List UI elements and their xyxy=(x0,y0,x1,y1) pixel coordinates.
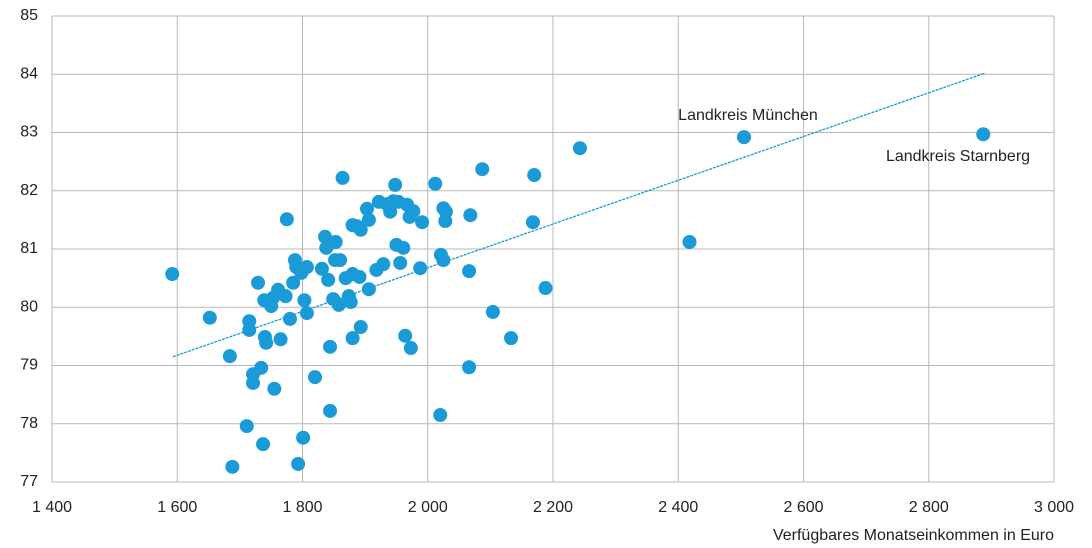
y-tick-label: 82 xyxy=(20,182,38,199)
point xyxy=(296,430,311,445)
point xyxy=(737,130,752,145)
point xyxy=(396,240,411,255)
x-tick-label: 2 000 xyxy=(408,499,448,516)
x-tick-label: 1 600 xyxy=(157,499,197,516)
point xyxy=(254,360,269,375)
point xyxy=(376,257,391,272)
point xyxy=(256,437,271,452)
point xyxy=(251,275,266,290)
x-tick-label: 2 800 xyxy=(909,499,949,516)
point xyxy=(527,168,542,183)
point xyxy=(436,253,451,268)
point xyxy=(433,408,448,423)
point xyxy=(279,212,294,227)
point xyxy=(475,162,490,177)
point xyxy=(343,295,358,310)
point xyxy=(321,272,336,287)
point xyxy=(504,331,519,346)
x-tick-label: 2 200 xyxy=(533,499,573,516)
point xyxy=(297,293,312,308)
point xyxy=(353,222,368,237)
point xyxy=(438,204,453,219)
point xyxy=(462,360,477,375)
point xyxy=(299,260,314,275)
point xyxy=(165,267,180,282)
point xyxy=(352,269,367,284)
point xyxy=(345,331,360,346)
point xyxy=(267,381,282,396)
point xyxy=(282,311,297,326)
point xyxy=(333,253,348,268)
x-tick-label: 1 800 xyxy=(282,499,322,516)
point xyxy=(462,264,477,279)
point xyxy=(463,208,478,223)
point xyxy=(286,275,301,290)
point xyxy=(538,281,553,296)
point xyxy=(278,289,293,304)
point xyxy=(259,335,274,350)
y-tick-label: 83 xyxy=(20,124,38,141)
x-axis-label: Verfügbares Monatseinkommen in Euro xyxy=(773,527,1054,544)
trendline xyxy=(172,72,986,358)
point xyxy=(388,177,403,192)
point xyxy=(572,141,587,156)
point xyxy=(525,215,540,230)
point xyxy=(393,255,408,270)
point xyxy=(415,215,430,230)
y-tick-label: 81 xyxy=(20,240,38,257)
point xyxy=(202,310,217,325)
point xyxy=(360,201,375,216)
annotation: Landkreis Starnberg xyxy=(886,148,1030,165)
point xyxy=(335,170,350,185)
point xyxy=(242,322,257,337)
point xyxy=(406,204,421,219)
point xyxy=(428,176,443,191)
x-tick-label: 2 600 xyxy=(783,499,823,516)
point xyxy=(225,459,240,474)
point xyxy=(308,370,323,385)
point xyxy=(323,339,338,354)
x-tick-label: 2 400 xyxy=(658,499,698,516)
y-tick-label: 78 xyxy=(20,415,38,432)
y-tick-label: 84 xyxy=(20,65,38,82)
point xyxy=(361,282,376,297)
point xyxy=(328,235,343,250)
point xyxy=(314,261,329,276)
y-tick-label: 80 xyxy=(20,298,38,315)
point xyxy=(323,403,338,418)
point xyxy=(331,297,346,312)
x-tick-label: 1 400 xyxy=(32,499,72,516)
point xyxy=(239,419,254,434)
y-tick-label: 79 xyxy=(20,357,38,374)
point xyxy=(403,341,418,356)
point xyxy=(246,375,261,390)
x-tick-label: 3 000 xyxy=(1034,499,1074,516)
point xyxy=(682,235,697,250)
point xyxy=(353,320,368,335)
y-tick-label: 85 xyxy=(20,7,38,24)
point xyxy=(318,229,333,244)
point xyxy=(273,332,288,347)
point xyxy=(291,456,306,471)
annotation: Landkreis München xyxy=(678,107,818,124)
point xyxy=(361,212,376,227)
y-tick-label: 77 xyxy=(20,473,38,490)
point xyxy=(976,127,991,142)
point xyxy=(485,304,500,319)
point xyxy=(398,328,413,343)
point xyxy=(413,261,428,276)
point xyxy=(222,349,237,364)
point xyxy=(299,306,314,321)
